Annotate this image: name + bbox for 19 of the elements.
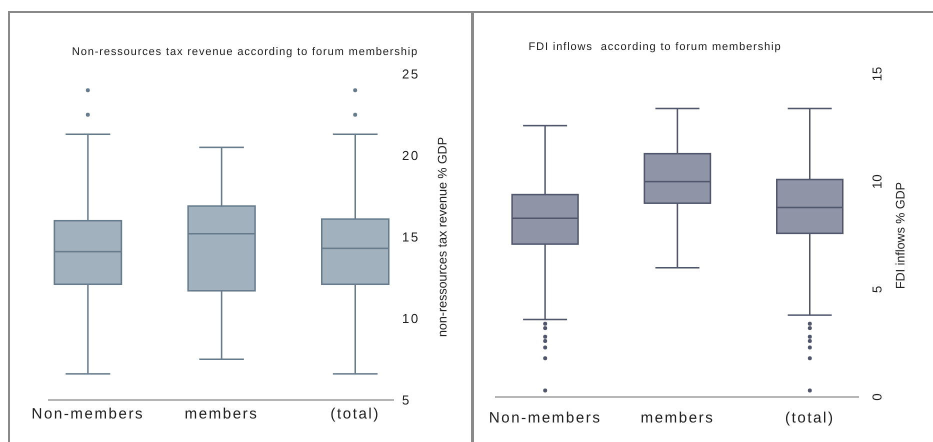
y-tick-label: 25 xyxy=(402,66,420,82)
chart-title: FDI inflows according to forum membership xyxy=(528,41,782,53)
x-tick-label: Non-members xyxy=(32,406,144,423)
y-tick-label: 15 xyxy=(870,66,884,82)
y-tick-label: 20 xyxy=(402,148,420,164)
x-tick-label: (total) xyxy=(785,410,835,427)
y-tick-label: 5 xyxy=(402,392,411,408)
y-axis-title: FDI inflows % GDP xyxy=(893,182,908,289)
x-tick-label: members xyxy=(640,410,714,427)
chart-title: Non-ressources tax revenue according to forum membership xyxy=(72,46,418,58)
y-tick-label: 10 xyxy=(870,174,884,189)
y-tick-label: 5 xyxy=(870,286,884,293)
y-axis-title: non-ressources tax revenue % GDP xyxy=(435,136,450,338)
y-tick-label: 15 xyxy=(402,230,420,245)
x-tick-label: (total) xyxy=(330,406,380,423)
x-tick-label: members xyxy=(184,406,258,423)
y-tick-label: 10 xyxy=(402,311,420,326)
x-tick-label: Non-members xyxy=(488,410,602,427)
y-tick-label: 0 xyxy=(870,393,884,401)
